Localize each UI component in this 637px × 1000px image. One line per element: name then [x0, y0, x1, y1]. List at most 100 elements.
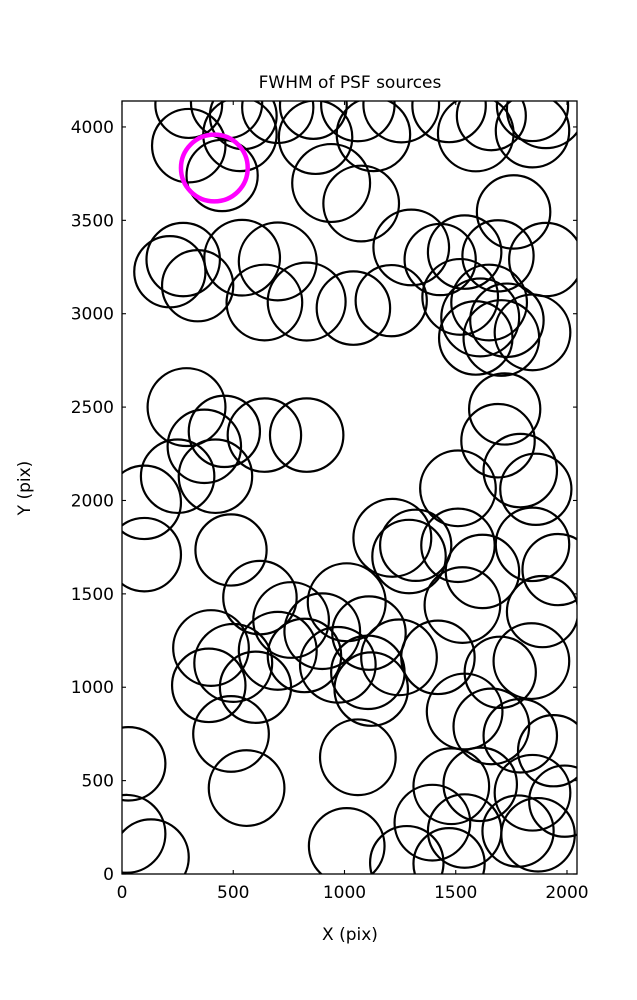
y-tick-label: 3500: [71, 211, 114, 231]
psf-source-circle: [528, 764, 577, 838]
psf-source-circle: [154, 101, 224, 140]
psf-source-circle: [166, 408, 243, 485]
psf-source-circle: [307, 807, 386, 874]
psf-source-circle: [423, 566, 502, 644]
psf-source-circle: [139, 438, 216, 515]
psf-source-circle: [460, 402, 536, 479]
psf-source-circle: [241, 101, 315, 145]
y-tick-label: 1000: [71, 678, 114, 698]
psf-source-circle: [170, 647, 247, 724]
y-tick-label: 0: [103, 865, 114, 885]
data-circles-layer: [122, 101, 577, 874]
psf-source-circle: [203, 218, 282, 297]
x-tick-label: 500: [217, 883, 249, 903]
psf-source-circle: [371, 518, 447, 595]
psf-source-circle: [122, 464, 183, 541]
psf-source-circle: [426, 214, 503, 290]
psf-source-circle: [419, 449, 497, 528]
psf-source-circle: [425, 672, 504, 751]
psf-source-circle: [283, 592, 362, 671]
psf-source-circle: [146, 367, 227, 448]
psf-source-circle: [403, 222, 477, 297]
psf-source-circle: [378, 508, 453, 583]
psf-source-circle: [354, 263, 428, 338]
psf-source-circle: [492, 622, 571, 701]
psf-source-circle: [412, 827, 486, 874]
psf-source-circle: [440, 277, 521, 358]
psf-source-circle: [450, 263, 529, 342]
psf-source-circle: [237, 221, 318, 302]
psf-source-circle: [467, 372, 542, 446]
x-tick-label: 1500: [434, 883, 477, 903]
x-axis-label: X (pix): [322, 925, 378, 945]
psf-source-circle: [475, 174, 552, 250]
psf-source-circle: [421, 257, 500, 336]
psf-source-circle: [368, 824, 445, 874]
psf-source-circle: [226, 397, 303, 473]
psf-source-circle: [437, 300, 514, 376]
psf-source-circle: [482, 697, 559, 774]
psf-source-circle: [411, 101, 487, 144]
psf-source-circle: [122, 516, 183, 593]
psf-source-circle: [455, 101, 527, 152]
psf-source-circle: [481, 794, 555, 868]
psf-source-circle: [493, 753, 572, 832]
psf-source-circle: [499, 452, 573, 526]
psf-source-circle: [482, 432, 559, 509]
axis-ticks-layer: 0 500 1000 1500 2000 0 500 1000 1500 2000 2500 3000…: [71, 101, 589, 903]
y-tick-label: 3000: [71, 305, 114, 325]
y-tick-label: 4000: [71, 118, 114, 138]
psf-source-circle: [315, 270, 392, 346]
psf-source-circle: [494, 101, 571, 169]
psf-source-circle: [462, 299, 541, 377]
psf-source-circle: [495, 101, 570, 143]
plot-title-group: FWHM of PSF sources: [259, 73, 442, 93]
psf-source-circle: [277, 101, 354, 176]
axes-frame: [121, 100, 578, 875]
psf-source-circle: [172, 609, 250, 687]
psf-source-circle: [122, 726, 167, 802]
psf-source-circle: [360, 618, 438, 697]
y-axis-label: Y (pix): [15, 461, 35, 517]
psf-source-circle: [207, 749, 286, 828]
psf-source-circle: [160, 249, 235, 323]
psf-source-circle: [145, 221, 221, 298]
psf-source-circle: [266, 617, 343, 694]
psf-source-circle: [225, 263, 304, 342]
psf-source-circle: [333, 651, 410, 727]
psf-source-circle: [330, 634, 406, 711]
psf-source-circle: [187, 394, 262, 469]
page-title: FWHM of PSF sources: [259, 73, 442, 93]
psf-source-circle: [291, 142, 372, 224]
psf-source-circle: [177, 438, 254, 515]
psf-source-circle: [335, 101, 412, 173]
psf-source-circle: [185, 138, 259, 213]
psf-source-circle: [452, 687, 531, 766]
psf-source-circle: [122, 818, 190, 874]
psf-source-circle: [436, 101, 515, 173]
psf-source-circle: [442, 746, 519, 823]
x-tick-label: 2000: [545, 883, 588, 903]
psf-source-circle: [218, 650, 293, 724]
psf-source-circle: [516, 714, 577, 788]
psf-source-circle: [493, 293, 572, 372]
psf-source-circle: [194, 513, 268, 587]
psf-source-circle: [372, 208, 451, 287]
y-tick-label: 2000: [71, 491, 114, 511]
y-tick-label: 2500: [71, 398, 114, 418]
psf-source-circle: [463, 635, 537, 709]
psf-source-circle: [122, 793, 167, 874]
psf-source-circle: [412, 747, 491, 826]
psf-source-circle: [266, 261, 347, 342]
x-tick-label: 1000: [323, 883, 366, 903]
y-tick-label: 500: [82, 772, 114, 792]
psf-source-circle: [192, 695, 270, 773]
psf-source-circle: [150, 107, 227, 184]
x-tick-label: 0: [117, 883, 128, 903]
psf-source-circle: [268, 397, 345, 473]
highlighted-source-circle: [178, 132, 250, 204]
psf-source-circle: [322, 164, 401, 243]
psf-source-circle: [237, 610, 318, 691]
